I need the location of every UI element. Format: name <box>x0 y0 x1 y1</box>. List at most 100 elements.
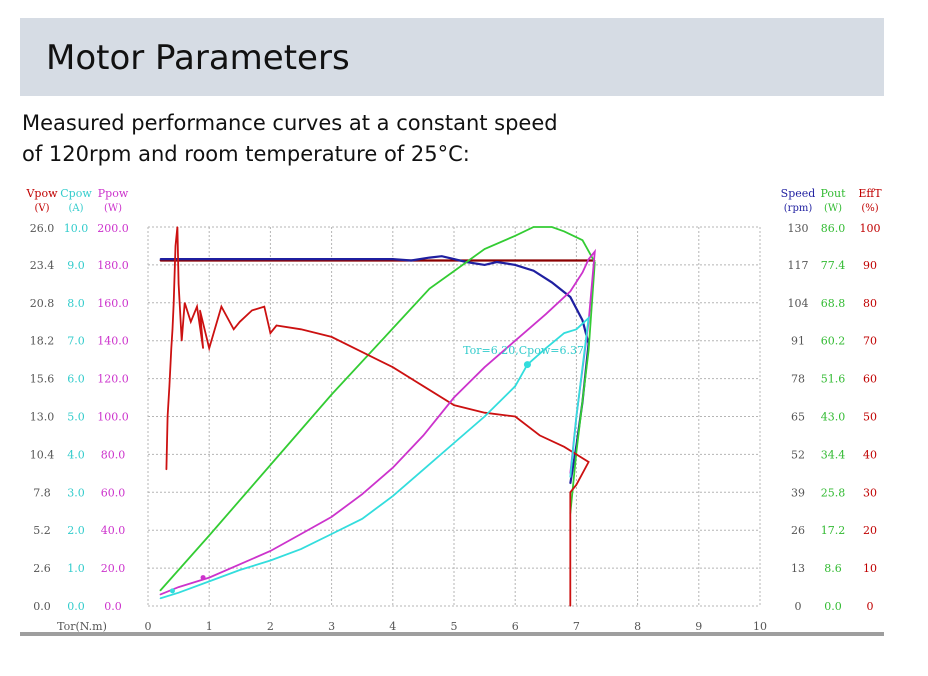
left-tick-label: 5.0 <box>67 411 85 424</box>
x-tick-label: 9 <box>695 620 702 633</box>
data-point-speed <box>331 258 333 260</box>
data-point-cpow <box>178 592 180 594</box>
right-tick-label: 30 <box>863 486 877 499</box>
data-point-efft <box>196 305 198 308</box>
left-axis-name: Ppow <box>98 187 129 200</box>
data-point-efft <box>178 283 180 285</box>
data-point-cpow <box>588 317 590 319</box>
data-point-efft <box>173 302 175 304</box>
data-point-efft <box>300 328 302 330</box>
left-tick-label: 100.0 <box>97 411 129 424</box>
data-point-ppow <box>588 258 590 260</box>
left-tick-label: 0.0 <box>33 600 51 613</box>
right-axis-name: EffT <box>858 187 882 200</box>
x-tick-label: 8 <box>634 620 641 633</box>
ppow-marker <box>200 575 206 581</box>
data-point-efft <box>176 226 178 228</box>
data-point-efft <box>422 385 424 387</box>
right-tick-label: 70 <box>863 335 877 348</box>
right-tick-label: 77.4 <box>821 259 846 272</box>
data-point-efft <box>269 332 271 334</box>
series-line-efft <box>165 226 590 606</box>
left-tick-label: 60.0 <box>101 486 126 499</box>
right-tick-label: 17.2 <box>821 524 846 537</box>
data-point-cpow <box>545 347 547 349</box>
data-point-cpow <box>575 328 578 330</box>
data-point-pout <box>575 451 578 453</box>
data-point-efft <box>588 461 590 463</box>
right-tick-label: 0 <box>795 600 802 613</box>
data-point-efft <box>392 366 394 368</box>
data-point-speed <box>581 319 584 321</box>
data-point-ppow <box>569 290 571 293</box>
data-point-ppow <box>484 366 486 368</box>
left-tick-label: 1.0 <box>67 562 85 575</box>
data-point-efft <box>190 321 192 323</box>
data-point-speed <box>569 296 571 298</box>
left-tick-label: 200.0 <box>97 222 129 235</box>
data-point-cpow <box>575 415 578 418</box>
data-point-efft <box>263 305 265 308</box>
x-axis-label: Tor(N.m) <box>57 620 107 633</box>
data-point-speed <box>428 257 431 259</box>
data-point-pout <box>331 393 333 396</box>
data-point-cpow <box>331 533 333 535</box>
data-point-cpow <box>361 518 363 520</box>
data-point-efft <box>171 328 174 330</box>
data-point-pout <box>563 230 565 233</box>
data-point-efft <box>251 309 253 311</box>
data-point-cpow <box>563 332 565 334</box>
data-point-efft <box>575 453 578 455</box>
data-point-cpow <box>422 468 424 471</box>
right-tick-label: 25.8 <box>821 486 846 499</box>
data-point-efft <box>174 245 177 247</box>
data-point-cpow <box>239 569 241 571</box>
left-tick-label: 20.0 <box>101 562 126 575</box>
data-point-cpow <box>392 495 394 497</box>
data-point-ppow <box>514 340 516 342</box>
left-axis-name: Cpow <box>60 187 92 200</box>
left-axis-unit: (W) <box>104 203 122 214</box>
data-point-ppow <box>159 594 161 596</box>
right-tick-label: 10 <box>863 562 877 575</box>
data-point-efft <box>453 404 455 406</box>
left-tick-label: 80.0 <box>101 448 126 461</box>
data-point-speed <box>484 264 486 266</box>
data-point-cpow <box>208 580 210 582</box>
left-axis-name: Vpow <box>25 187 58 200</box>
subtitle: Measured performance curves at a constan… <box>22 108 722 170</box>
x-tick-label: 6 <box>512 620 519 633</box>
x-tick-label: 4 <box>389 620 396 633</box>
right-axis-unit: (rpm) <box>784 203 813 214</box>
data-point-efft <box>275 324 278 327</box>
right-tick-label: 104 <box>788 297 809 310</box>
right-tick-label: 13 <box>791 562 805 575</box>
data-point-ppow <box>269 550 271 552</box>
data-point-ppow <box>208 576 210 579</box>
data-point-cpow <box>300 548 302 550</box>
x-tick-label: 1 <box>206 620 213 633</box>
data-point-efft <box>539 434 541 437</box>
left-tick-label: 26.0 <box>30 222 55 235</box>
data-point-efft <box>181 340 183 342</box>
left-tick-label: 4.0 <box>67 448 85 461</box>
right-tick-label: 130 <box>788 222 809 235</box>
data-point-pout <box>208 534 210 537</box>
left-axis-unit: (A) <box>68 203 83 214</box>
left-tick-label: 7.0 <box>67 335 85 348</box>
right-tick-label: 40 <box>863 448 877 461</box>
data-point-ppow <box>331 516 333 518</box>
data-point-cpow <box>453 442 455 444</box>
title-bar: Motor Parameters <box>20 18 884 96</box>
cpow-marker <box>169 588 175 594</box>
right-tick-label: 91 <box>791 335 805 348</box>
data-point-efft <box>208 347 210 349</box>
right-axis-name: Pout <box>820 187 846 200</box>
data-point-ppow <box>453 396 455 399</box>
left-tick-label: 180.0 <box>97 259 129 272</box>
left-tick-label: 7.8 <box>33 486 51 499</box>
left-tick-label: 15.6 <box>30 373 55 386</box>
data-point-speed <box>269 258 271 260</box>
data-point-pout <box>484 248 486 250</box>
right-tick-label: 26 <box>791 524 805 537</box>
